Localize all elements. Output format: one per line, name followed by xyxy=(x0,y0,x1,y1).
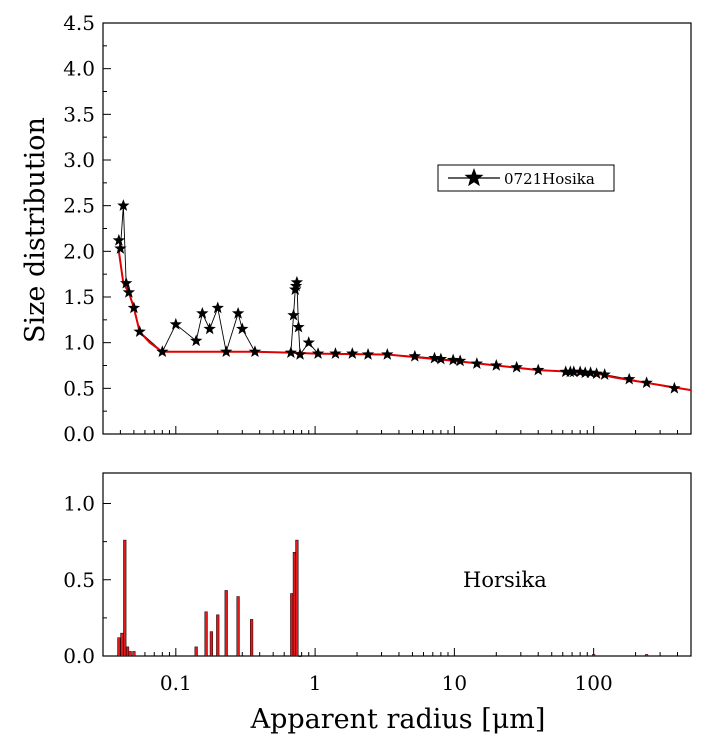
data-point-star xyxy=(292,320,305,333)
data-point-star xyxy=(559,365,572,378)
histogram-bar xyxy=(194,646,198,657)
series-red-line xyxy=(117,251,691,392)
data-point-star xyxy=(567,365,580,378)
data-point-star xyxy=(119,276,133,289)
data-point-star xyxy=(236,322,249,335)
top-y-tick-label: 4.5 xyxy=(63,11,95,35)
data-point-star xyxy=(284,346,298,358)
data-point-star xyxy=(590,367,603,379)
histogram-bar xyxy=(216,614,220,657)
data-point-star xyxy=(220,345,233,358)
histogram-bar xyxy=(209,631,213,657)
data-point-star xyxy=(290,275,304,288)
data-point-star xyxy=(127,301,141,314)
data-point-star xyxy=(311,347,325,359)
data-point-star xyxy=(598,368,611,380)
data-point-star xyxy=(133,325,146,337)
bottom-y-tick-label: 1.0 xyxy=(63,492,95,516)
data-point-star xyxy=(203,322,216,335)
x-tick-label: 1 xyxy=(309,671,322,695)
data-point-star xyxy=(361,348,375,360)
histogram-bar xyxy=(250,619,254,657)
data-point-star xyxy=(287,308,300,321)
top-y-tick-label: 2.0 xyxy=(63,239,95,263)
bottom-plot-frame xyxy=(102,472,692,657)
top-plot-frame xyxy=(102,22,692,435)
top-y-tick-label: 4.0 xyxy=(63,57,95,81)
data-point-star xyxy=(668,381,681,394)
data-point-star xyxy=(470,357,484,369)
data-point-star xyxy=(584,366,597,379)
bottom-panel-annotation: Horsika xyxy=(463,568,547,592)
legend: 0721Hosika xyxy=(437,164,615,192)
histogram-bar xyxy=(128,651,132,657)
data-point-star xyxy=(329,347,342,359)
data-point-star xyxy=(428,351,441,364)
data-point-star xyxy=(623,372,636,385)
data-point-star xyxy=(114,242,127,254)
bottom-y-tick-label: 0.0 xyxy=(63,644,95,668)
data-point-star xyxy=(510,360,523,373)
data-point-star xyxy=(408,349,421,362)
top-panel: 0.0 0.5 1.0 1.5 2.0 2.5 3.0 3.5 4.0 4.5 xyxy=(63,11,692,446)
data-point-star xyxy=(112,233,126,246)
top-y-tick-label: 2.5 xyxy=(63,194,95,218)
data-point-star xyxy=(346,347,359,359)
y-axis-title: Size distribution xyxy=(20,117,51,343)
histogram-bar xyxy=(236,596,240,657)
histogram-bar xyxy=(295,539,299,657)
x-tick-label: 10 xyxy=(442,671,467,695)
x-tick-label: 0.1 xyxy=(160,671,192,695)
x-axis-title: Apparent radius [μm] xyxy=(250,704,546,735)
data-point-star xyxy=(446,353,460,366)
x-tick-label: 100 xyxy=(575,671,613,695)
histogram-bar xyxy=(125,646,130,657)
histogram-bar xyxy=(132,651,136,657)
histogram-bar xyxy=(298,655,302,657)
histogram-bar xyxy=(290,593,294,657)
bottom-panel: 0.1 1 10 100 0.0 0.5 1.0 xyxy=(63,472,692,695)
top-y-tick-label: 1.0 xyxy=(63,331,95,355)
legend-star-icon xyxy=(464,168,484,187)
legend-label: 0721Hosika xyxy=(504,170,595,188)
bottom-y-tick-label: 0.5 xyxy=(63,568,95,592)
data-point-star xyxy=(122,285,136,298)
data-point-star xyxy=(453,354,467,367)
histogram-bar xyxy=(592,654,596,657)
data-point-star xyxy=(117,199,130,211)
top-y-tick-label: 3.0 xyxy=(63,148,95,172)
data-point-star xyxy=(293,348,307,360)
data-point-star xyxy=(189,334,203,347)
data-point-star xyxy=(579,366,592,379)
series-0721hosika-line xyxy=(118,205,675,389)
data-point-star xyxy=(302,336,315,348)
top-y-tick-label: 3.5 xyxy=(63,102,95,126)
histogram-bar xyxy=(204,611,208,657)
histogram-bar xyxy=(117,637,121,657)
data-point-star xyxy=(156,345,169,358)
data-point-star xyxy=(211,301,224,314)
histogram-bar xyxy=(224,590,228,657)
top-y-tick-label: 1.5 xyxy=(63,285,95,309)
data-point-star xyxy=(532,363,545,376)
data-point-star xyxy=(169,317,183,330)
data-point-star xyxy=(381,348,394,360)
data-point-star xyxy=(231,306,245,319)
data-point-star xyxy=(434,352,448,365)
histogram-bar xyxy=(123,539,127,657)
data-point-star xyxy=(248,345,262,358)
histogram-bar xyxy=(645,654,649,657)
top-y-tick-label: 0.0 xyxy=(63,422,95,446)
top-y-tick-label: 0.5 xyxy=(63,376,95,400)
histogram-bar xyxy=(120,632,124,657)
data-point-star xyxy=(640,376,653,389)
data-point-star xyxy=(196,306,209,319)
data-point-star xyxy=(490,359,503,371)
